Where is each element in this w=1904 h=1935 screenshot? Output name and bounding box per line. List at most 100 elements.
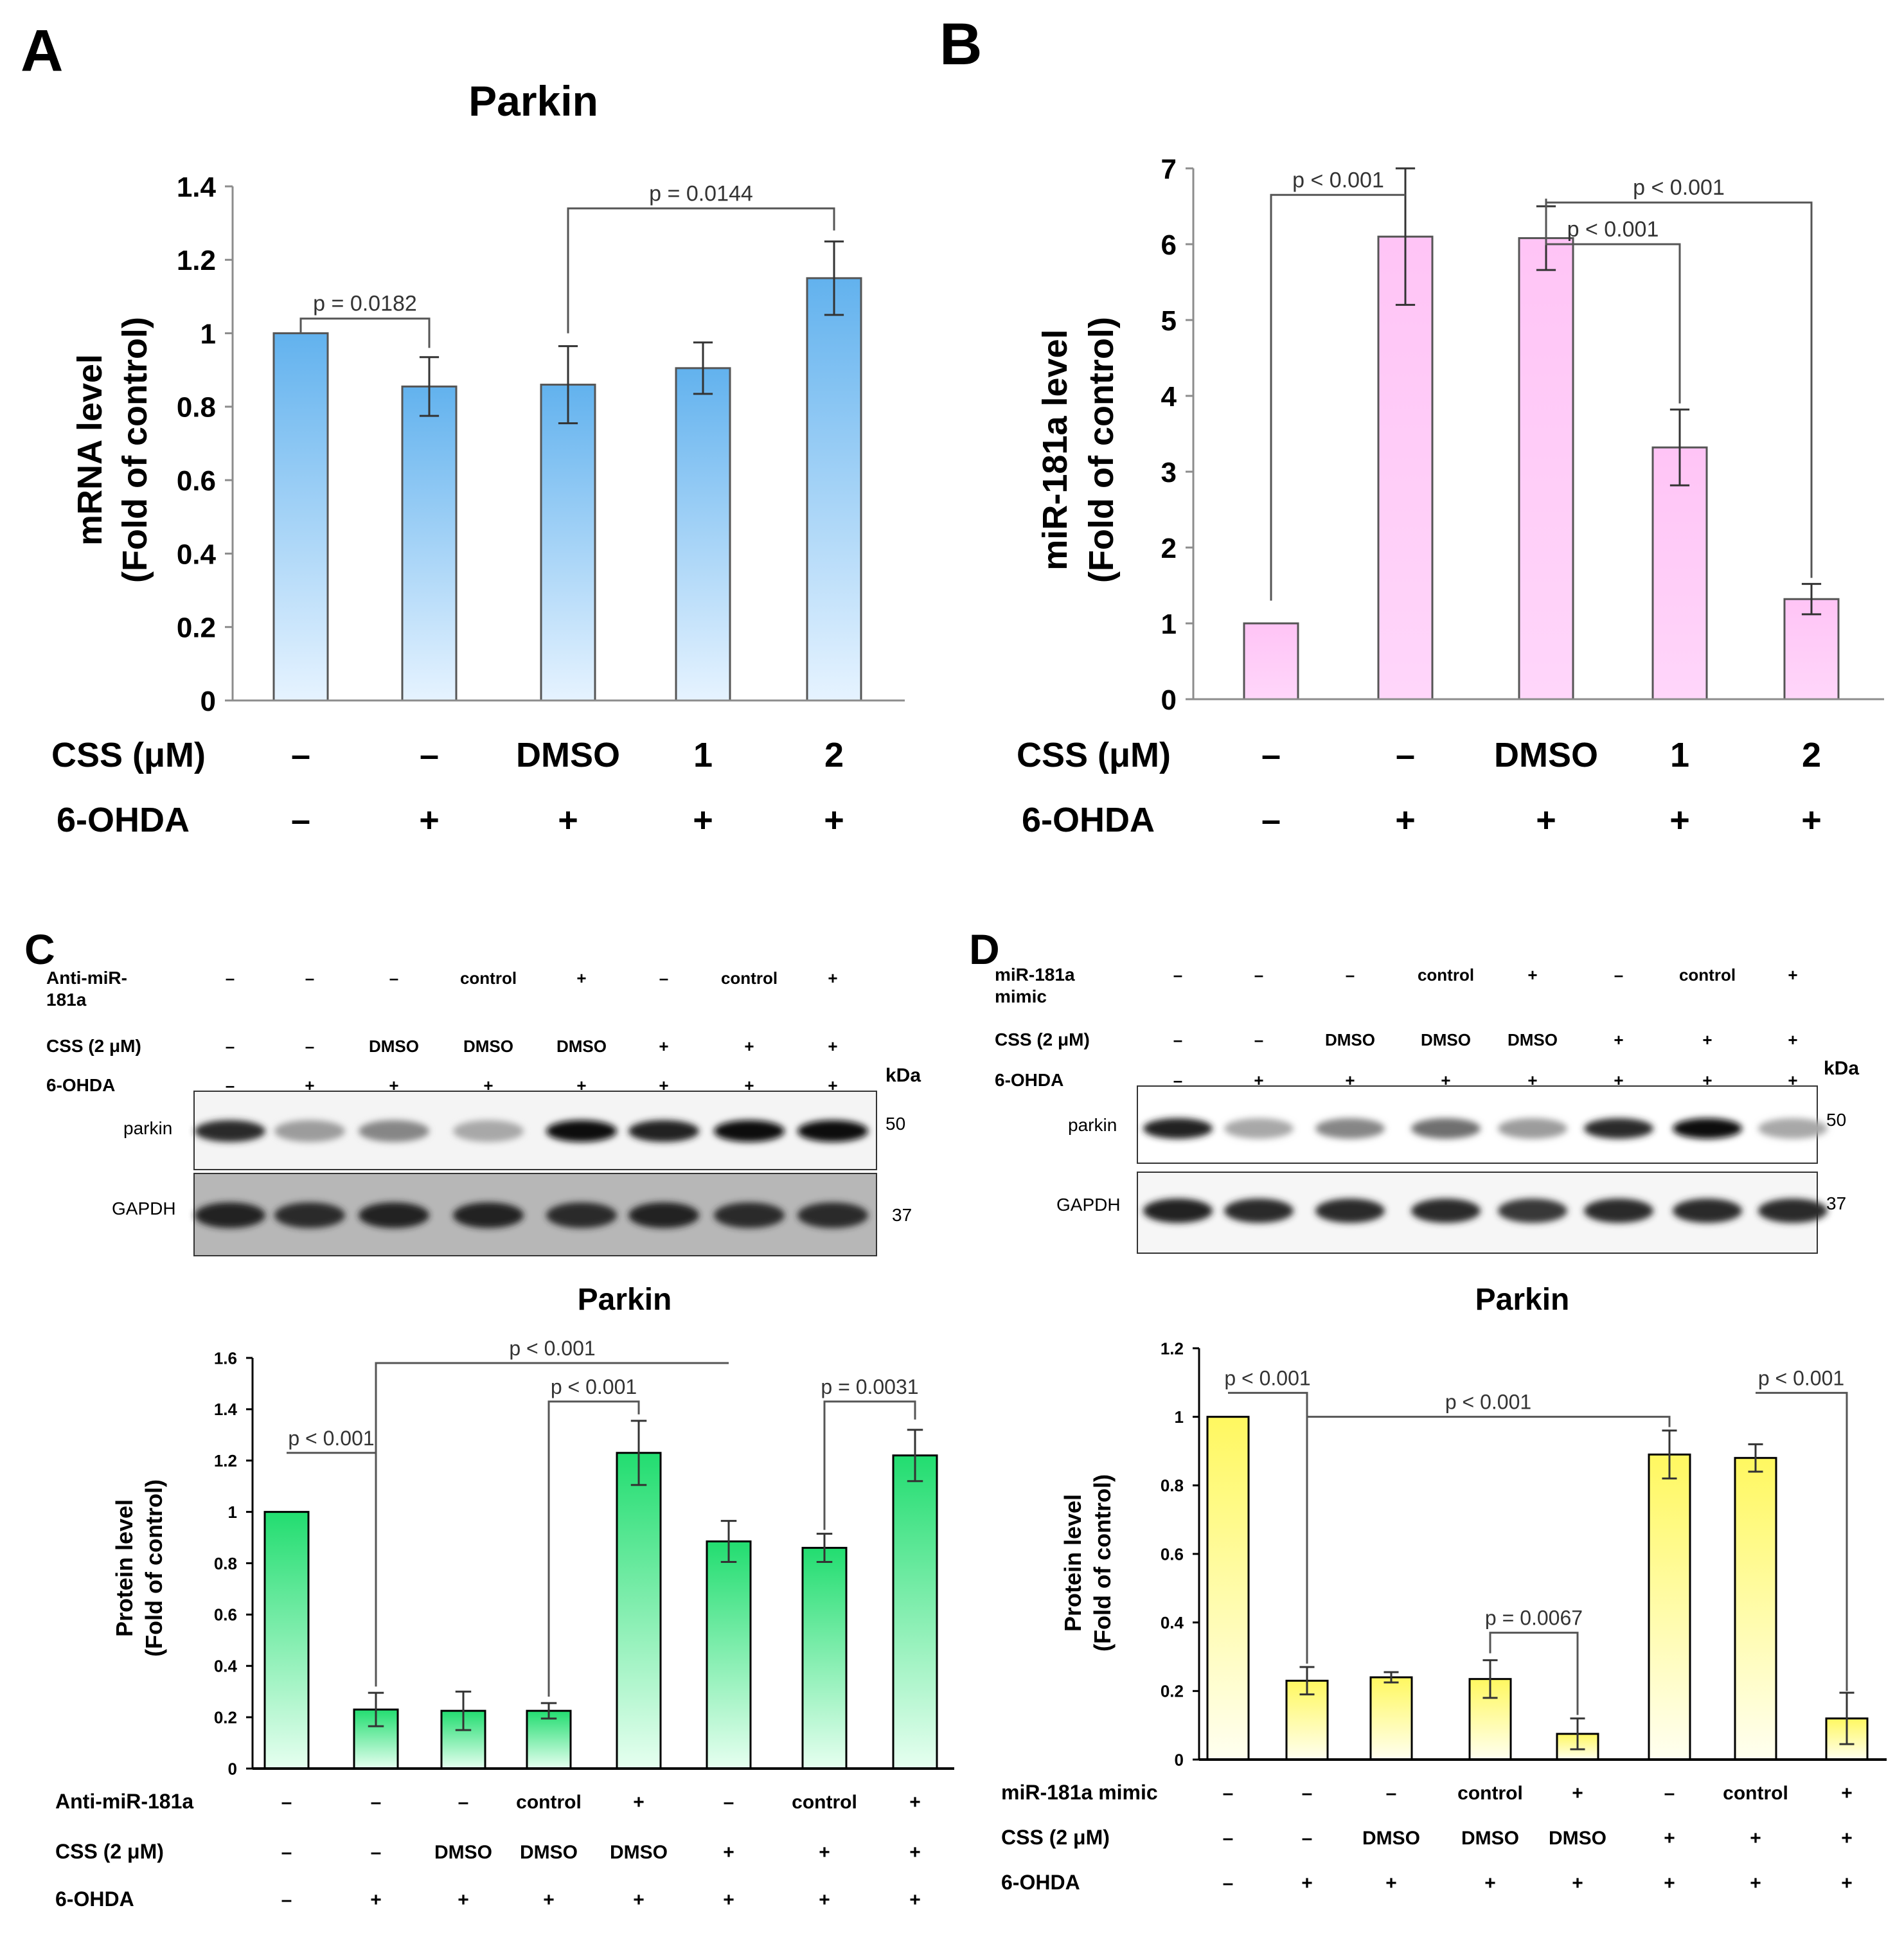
- chart-b-ytick-label: 6: [1161, 229, 1177, 261]
- chart-d-condition-value: DMSO: [1461, 1828, 1519, 1849]
- blot-d-condition-value: +: [1345, 1071, 1355, 1090]
- chart-d-bar: [1369, 1676, 1413, 1761]
- chart-d-condition-value: –: [1302, 1828, 1313, 1849]
- chart-c-bar: [706, 1540, 752, 1770]
- panel-label-d: D: [969, 925, 1000, 973]
- chart-c-ylabel-line2: (Fold of control): [141, 1479, 167, 1657]
- chart-d-p-value: p < 0.001: [1224, 1366, 1310, 1389]
- chart-d-significance-bracket: [1489, 1632, 1579, 1715]
- blot-c: Anti-miR-181a – – – control + – control + CSS (2 …: [46, 968, 921, 1256]
- chart-d-condition-label-mimic: miR-181a mimic: [1001, 1781, 1158, 1804]
- chart-d-condition-value: +: [1841, 1783, 1853, 1804]
- chart-c-condition-value: +: [370, 1889, 382, 1911]
- chart-b-ylabel-line1: miR-181a level: [1036, 329, 1074, 570]
- panel-label-c: C: [24, 925, 55, 973]
- blot-d-band: [1584, 1118, 1653, 1139]
- blot-d-condition-value: –: [1346, 965, 1355, 985]
- chart-a-ytick-label: 0.6: [177, 465, 216, 497]
- blot-c-condition-value: +: [659, 1076, 668, 1095]
- blot-c-condition-label: Anti-miR-: [46, 968, 127, 988]
- chart-d-condition-value: +: [1664, 1828, 1675, 1849]
- blot-c-band: [359, 1120, 429, 1142]
- chart-c-p-value: p < 0.001: [509, 1337, 595, 1360]
- chart-c-condition-value: +: [723, 1842, 734, 1863]
- chart-a-bar: [806, 277, 862, 702]
- chart-d-p-value: p < 0.001: [1445, 1391, 1531, 1414]
- chart-a-condition-label-css: CSS (μM): [51, 736, 206, 774]
- blot-c-band: [195, 1120, 265, 1142]
- blot-d-band: [1758, 1199, 1828, 1223]
- blot-c-condition-value: +: [744, 1076, 754, 1095]
- blot-d-condition-value: +: [1788, 1071, 1797, 1090]
- blot-d-condition-value: DMSO: [1325, 1030, 1375, 1049]
- chart-b-condition-label-6ohda: 6-OHDA: [1022, 801, 1155, 839]
- chart-c-condition-value: –: [371, 1842, 382, 1863]
- chart-c-ylabel-line1: Protein level: [111, 1499, 138, 1637]
- blot-d-condition-value: +: [1441, 1071, 1450, 1090]
- chart-c-condition-value: +: [819, 1842, 830, 1863]
- blot-d-band: [1143, 1118, 1213, 1139]
- chart-b-ylabel-line2: (Fold of control): [1082, 317, 1121, 583]
- blot-d-band: [1584, 1199, 1653, 1223]
- blot-d-band: [1673, 1118, 1742, 1139]
- chart-a-ytick-label: 1.4: [177, 172, 217, 203]
- chart-d-ylabel-line1: Protein level: [1060, 1494, 1086, 1632]
- chart-c-significance-bracket: [823, 1400, 916, 1530]
- blot-c-kda-label: kDa: [885, 1065, 921, 1086]
- blot-c-condition-value: –: [305, 1037, 314, 1056]
- blot-d-band: [1224, 1199, 1294, 1223]
- chart-c-ytick-label: 1: [228, 1503, 237, 1522]
- chart-c-condition-value: +: [909, 1792, 921, 1813]
- chart-a-bar: [401, 385, 458, 702]
- chart-d-condition-value: control: [1723, 1783, 1788, 1804]
- chart-a-condition-value: DMSO: [516, 736, 620, 774]
- chart-d-condition-value: +: [1301, 1873, 1313, 1894]
- blot-d-condition-value: +: [1788, 1030, 1797, 1049]
- chart-b-ytick-label: 7: [1161, 154, 1177, 185]
- chart-c-condition-value: –: [281, 1792, 292, 1813]
- chart-d-condition-label-6ohda: 6-OHDA: [1001, 1871, 1080, 1894]
- chart-c-condition-label-css: CSS (2 μM): [55, 1840, 164, 1863]
- blot-c-condition-label: 6-OHDA: [46, 1075, 115, 1095]
- chart-a-title: Parkin: [468, 77, 598, 125]
- chart-a-significance-bracket: [299, 317, 431, 348]
- chart-d-p-value: p < 0.001: [1758, 1366, 1844, 1389]
- blot-c-band: [274, 1202, 345, 1228]
- blot-c-condition-value: control: [721, 968, 778, 988]
- blot-d-kda-gapdh: 37: [1826, 1193, 1846, 1213]
- blot-d-condition-value: +: [1527, 1071, 1537, 1090]
- chart-b-significance-bracket: [1545, 199, 1681, 404]
- blot-d-condition-value: –: [1254, 1030, 1263, 1049]
- blot-d-condition-value: DMSO: [1421, 1030, 1471, 1049]
- chart-d-condition-value: –: [1386, 1783, 1397, 1804]
- blot-d-condition-value: control: [1679, 965, 1736, 985]
- chart-d-condition-value: –: [1302, 1783, 1313, 1804]
- chart-d-title: Parkin: [1475, 1283, 1570, 1317]
- blot-d-condition-value: –: [1254, 965, 1263, 985]
- blot-c-condition-value: –: [659, 968, 668, 988]
- chart-b-ytick-label: 5: [1161, 305, 1177, 337]
- chart-b-ytick-label: 3: [1161, 457, 1177, 488]
- chart-a-condition-value: –: [291, 736, 310, 774]
- chart-d-ytick-label: 1.2: [1161, 1339, 1184, 1358]
- chart-a-ytick-label: 0.8: [177, 392, 216, 424]
- chart-d-condition-value: –: [1223, 1828, 1234, 1849]
- chart-a-p-value: p = 0.0182: [313, 292, 417, 316]
- blot-c-condition-value: +: [828, 1037, 837, 1056]
- blot-c-condition-value: DMSO: [463, 1037, 513, 1056]
- chart-c-condition-value: –: [281, 1842, 292, 1863]
- chart-a-condition-value: +: [558, 801, 578, 839]
- chart-c-condition-value: DMSO: [434, 1842, 492, 1863]
- chart-c-condition-value: DMSO: [610, 1842, 668, 1863]
- blot-c-condition-value: control: [460, 968, 517, 988]
- chart-b-condition-value: –: [1261, 801, 1281, 839]
- blot-d-band: [1411, 1118, 1481, 1139]
- blot-d-row-label-gapdh: GAPDH: [1056, 1195, 1121, 1215]
- chart-c-condition-value: +: [633, 1792, 645, 1813]
- chart-b-bar: [1377, 235, 1434, 700]
- chart-b-condition-value: –: [1261, 736, 1281, 774]
- blot-c-band: [714, 1202, 785, 1228]
- chart-d-condition-value: +: [1750, 1828, 1761, 1849]
- chart-c-ytick-label: 0.2: [214, 1708, 237, 1727]
- chart-a-condition-value: 2: [824, 736, 844, 774]
